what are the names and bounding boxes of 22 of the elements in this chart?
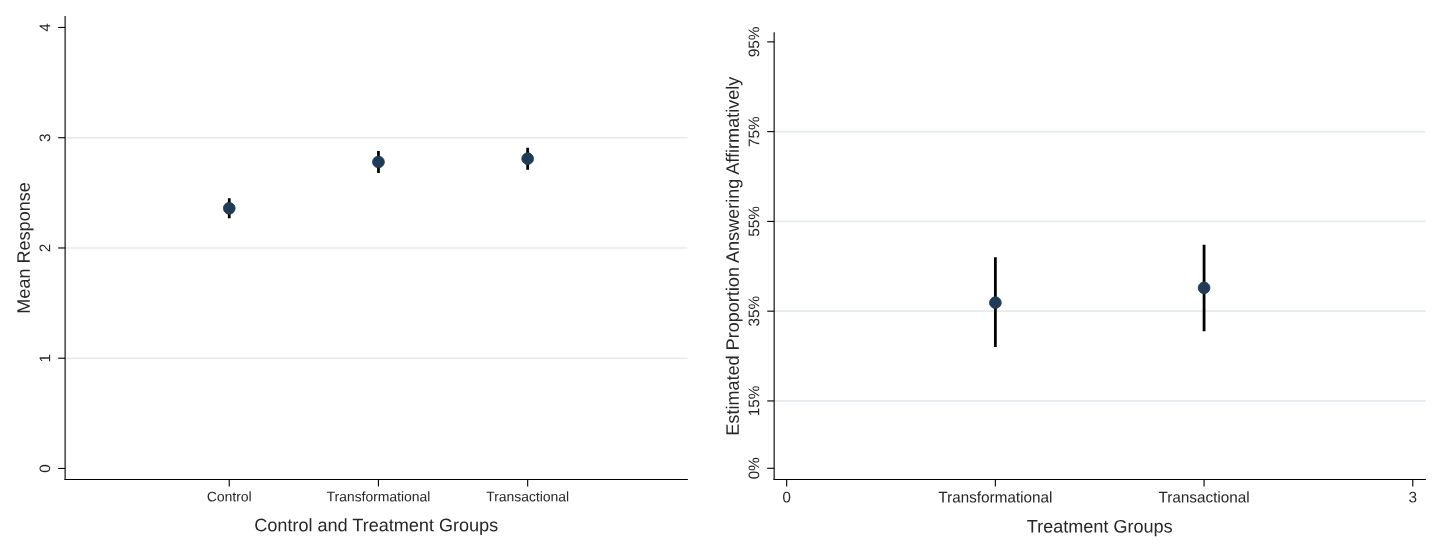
x-tick-label: Transformational — [326, 491, 430, 502]
y-tick-label: 95% — [748, 27, 760, 57]
x-axis-title: Control and Treatment Groups — [255, 518, 498, 535]
y-tick-label: 2 — [39, 244, 51, 252]
y-tick-label: 3 — [39, 134, 51, 142]
x-tick-label: 3 — [1409, 491, 1417, 503]
x-tick-label: Transactional — [1158, 491, 1249, 503]
y-tick-label: 0 — [39, 464, 51, 473]
y-tick-label: 0% — [748, 457, 760, 479]
x-tick-label: Transactional — [486, 491, 569, 502]
x-tick-label: 0 — [783, 491, 791, 503]
y-tick-label: 35% — [748, 296, 760, 326]
y-tick-label: 75% — [748, 116, 760, 147]
y-tick-label: 55% — [748, 206, 760, 237]
x-tick-label: Transformational — [938, 491, 1052, 503]
y-tick-label: 4 — [39, 23, 51, 32]
y-axis-title: Mean Response — [17, 183, 34, 313]
y-tick-label: 15% — [748, 386, 760, 416]
x-tick-label: Control — [207, 491, 251, 502]
y-axis-title: Estimated Proportion Answering Affirmatively — [725, 76, 743, 435]
y-tick-label: 1 — [39, 354, 51, 362]
x-axis-title: Treatment Groups — [1027, 519, 1172, 537]
